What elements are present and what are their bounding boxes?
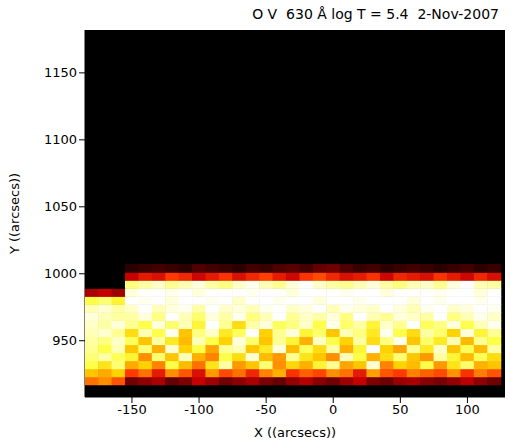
svg-text:Y ((arcsecs)): Y ((arcsecs)) xyxy=(7,173,22,255)
svg-text:1000: 1000 xyxy=(44,266,77,281)
svg-text:-150: -150 xyxy=(117,402,147,417)
svg-text:1100: 1100 xyxy=(44,132,77,147)
svg-text:1150: 1150 xyxy=(44,65,77,80)
svg-text:-100: -100 xyxy=(184,402,214,417)
svg-text:1050: 1050 xyxy=(44,199,77,214)
svg-text:950: 950 xyxy=(52,333,77,348)
svg-text:X ((arcsecs)): X ((arcsecs)) xyxy=(254,425,336,440)
svg-text:100: 100 xyxy=(455,402,480,417)
svg-text:-50: -50 xyxy=(256,402,277,417)
svg-text:50: 50 xyxy=(392,402,409,417)
html-text:O V 630 Å log T = 5.4 2-Nov-20: O V 630 Å log T = 5.4 2-Nov-2007 xyxy=(252,6,499,22)
svg-text:0: 0 xyxy=(329,402,337,417)
